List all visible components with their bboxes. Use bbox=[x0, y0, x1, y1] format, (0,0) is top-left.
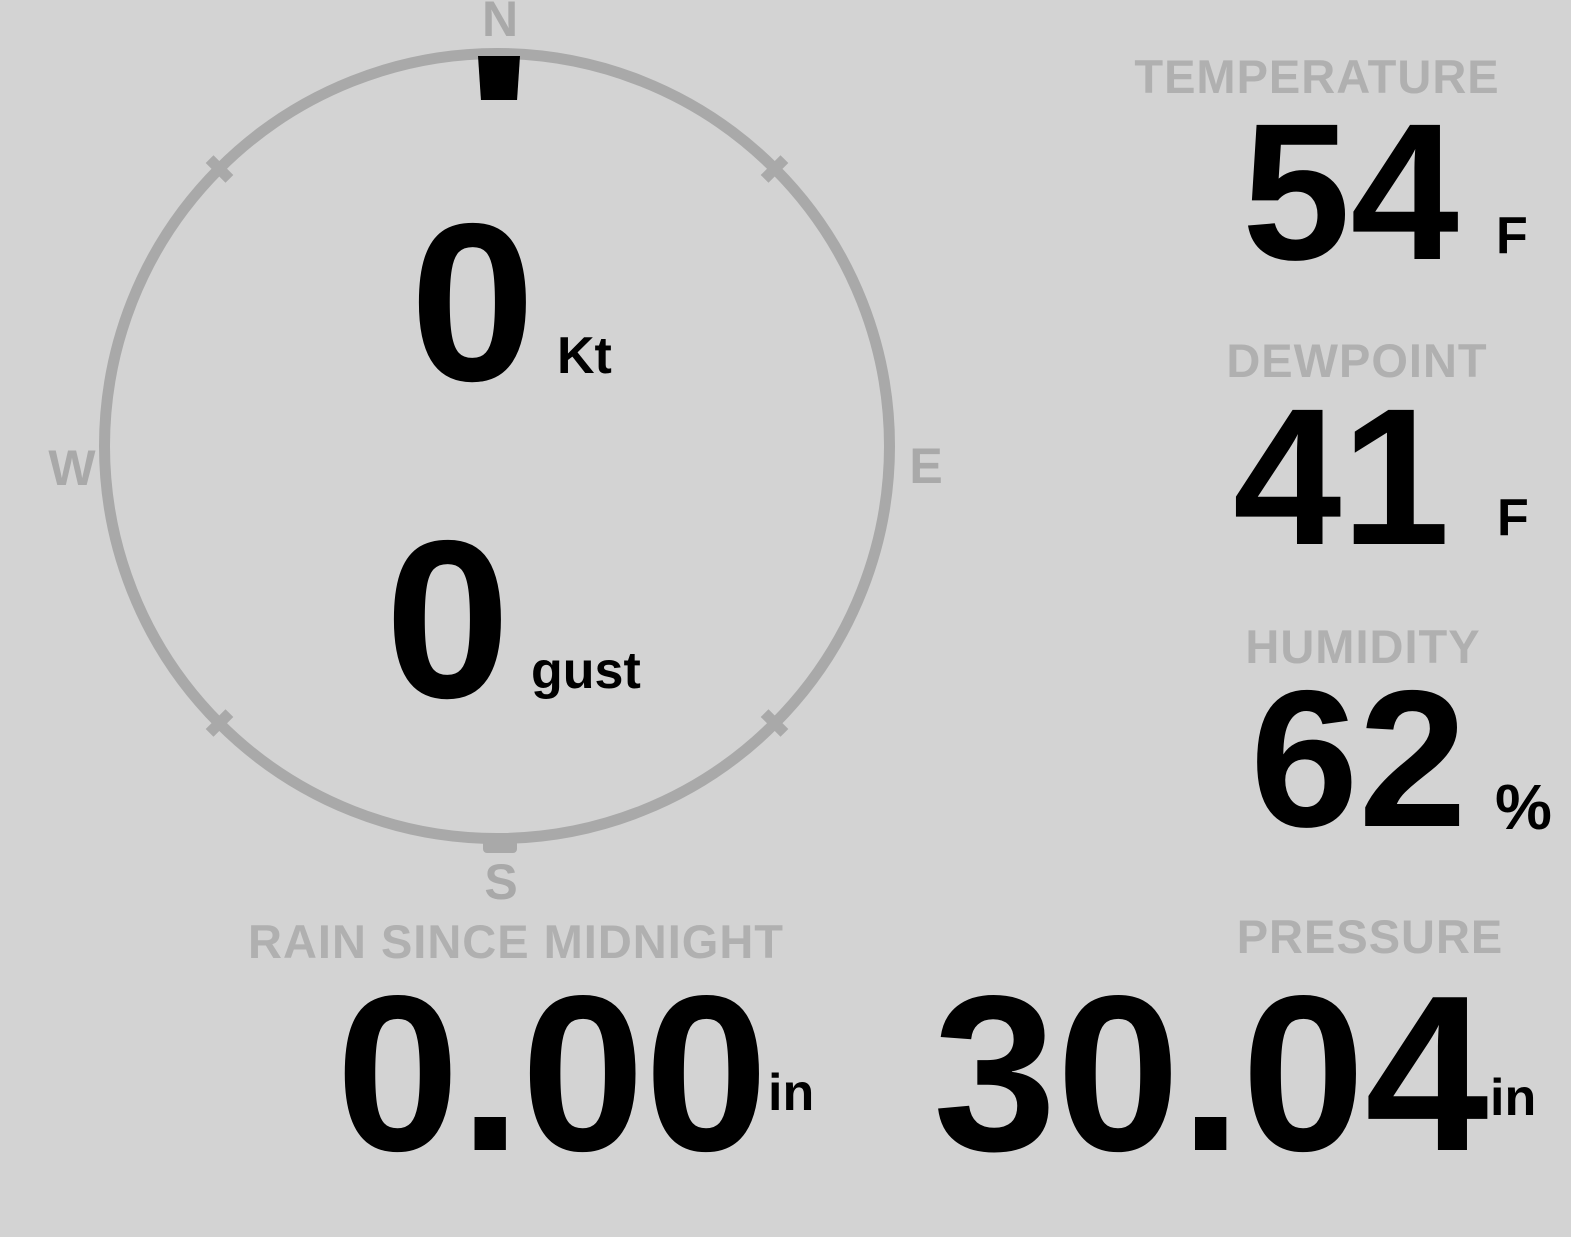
cardinal-label-north: N bbox=[481, 0, 519, 47]
pressure-value: 30.04 bbox=[933, 950, 1489, 1198]
humidity-value: 62 bbox=[1250, 650, 1467, 868]
cardinal-label-south: S bbox=[484, 854, 518, 910]
rain-value: 0.00 bbox=[336, 950, 769, 1198]
dewpoint-value: 41 bbox=[1233, 368, 1450, 586]
wind-speed-value: 0 bbox=[410, 176, 536, 428]
temperature-value: 54 bbox=[1242, 83, 1459, 301]
temperature-unit: F bbox=[1496, 207, 1528, 265]
wind-gust-value: 0 bbox=[385, 493, 511, 745]
dewpoint-unit: F bbox=[1497, 489, 1529, 547]
humidity-unit: % bbox=[1495, 771, 1552, 843]
pressure-unit: in bbox=[1490, 1069, 1537, 1127]
wind-gust-unit: gust bbox=[531, 642, 641, 700]
wind-speed-unit: Kt bbox=[557, 327, 612, 385]
wind-direction-marker-icon bbox=[478, 56, 520, 100]
temperature-label: TEMPERATURE bbox=[1134, 50, 1500, 103]
pressure-label: PRESSURE bbox=[1236, 910, 1504, 963]
rain-unit: in bbox=[768, 1064, 815, 1122]
cardinal-label-west: W bbox=[48, 440, 96, 496]
dewpoint-label: DEWPOINT bbox=[1226, 334, 1488, 387]
compass-ring bbox=[99, 48, 895, 844]
compass-tick-s bbox=[483, 840, 517, 853]
cardinal-label-east: E bbox=[909, 438, 943, 494]
humidity-label: HUMIDITY bbox=[1245, 620, 1481, 673]
rain-label: RAIN SINCE MIDNIGHT bbox=[248, 915, 784, 968]
